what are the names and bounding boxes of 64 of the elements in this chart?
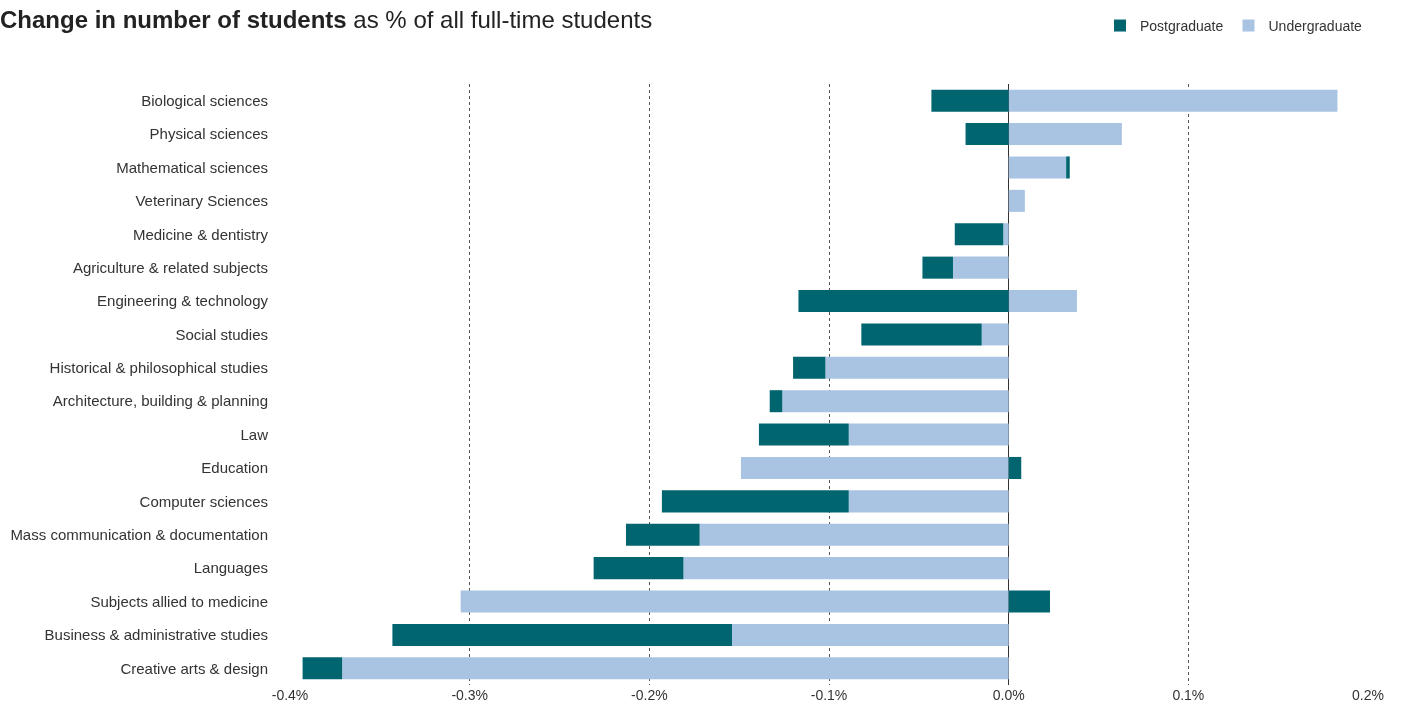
y-tick-label: Languages bbox=[193, 559, 268, 577]
x-tick-label: -0.4% bbox=[271, 687, 309, 703]
bar bbox=[1066, 156, 1070, 179]
bar bbox=[302, 657, 343, 680]
bar bbox=[825, 356, 1009, 379]
y-tick-label: Computer sciences bbox=[139, 492, 268, 510]
bar bbox=[1008, 590, 1050, 613]
bar bbox=[661, 490, 849, 513]
bar bbox=[965, 123, 1009, 146]
bar bbox=[1008, 456, 1022, 479]
x-tick-label: -0.2% bbox=[631, 687, 668, 703]
y-tick-label: Biological sciences bbox=[141, 91, 268, 109]
legend-label: Postgraduate bbox=[1140, 17, 1224, 34]
y-tick-label: Engineering & technology bbox=[97, 292, 269, 310]
bar bbox=[342, 657, 1009, 680]
bar bbox=[1008, 156, 1067, 179]
bar bbox=[699, 523, 1009, 546]
x-tick-label: -0.3% bbox=[451, 687, 488, 703]
x-tick-label: 0.0% bbox=[992, 687, 1025, 703]
bar bbox=[460, 590, 1009, 613]
bar bbox=[861, 323, 982, 346]
bar bbox=[981, 323, 1009, 346]
y-tick-label: Agriculture & related subjects bbox=[72, 258, 268, 276]
bar bbox=[769, 390, 783, 413]
bar bbox=[1003, 223, 1009, 246]
bar bbox=[731, 623, 1009, 646]
bar bbox=[1008, 123, 1122, 146]
y-tick-label: Subjects allied to medicine bbox=[90, 592, 268, 610]
bar bbox=[740, 456, 1009, 479]
y-tick-label: Veterinary Sciences bbox=[135, 192, 268, 210]
x-tick-label: -0.1% bbox=[810, 687, 848, 703]
bar bbox=[758, 423, 849, 446]
bar bbox=[922, 256, 953, 279]
bar bbox=[625, 523, 700, 546]
legend-label: Undergraduate bbox=[1268, 17, 1363, 34]
y-tick-label: Historical & philosophical studies bbox=[49, 359, 268, 377]
bar bbox=[392, 623, 732, 646]
bar bbox=[793, 356, 826, 379]
bar bbox=[683, 557, 1009, 580]
bar bbox=[848, 490, 1009, 513]
bar bbox=[593, 557, 684, 580]
bar bbox=[954, 223, 1004, 246]
y-tick-label: Mass communication & documentation bbox=[10, 526, 268, 543]
bar bbox=[798, 290, 1009, 313]
bar bbox=[1008, 89, 1338, 112]
bar bbox=[1008, 290, 1077, 313]
chart-subtitle: as % of all full-time students bbox=[353, 5, 653, 33]
bar bbox=[952, 256, 1009, 279]
y-tick-label: Law bbox=[240, 425, 269, 443]
y-tick-label: Education bbox=[201, 459, 268, 477]
chart-title: Change in number of students bbox=[0, 5, 347, 33]
x-tick-label: 0.2% bbox=[1352, 687, 1384, 703]
bar bbox=[848, 423, 1009, 446]
y-tick-label: Architecture, building & planning bbox=[52, 392, 268, 410]
x-tick-label: 0.1% bbox=[1172, 687, 1205, 703]
y-tick-label: Physical sciences bbox=[149, 125, 268, 143]
y-tick-label: Mathematical sciences bbox=[116, 158, 268, 176]
bar bbox=[782, 390, 1009, 413]
y-tick-label: Business & administrative studies bbox=[44, 626, 268, 644]
y-tick-label: Creative arts & design bbox=[120, 659, 268, 677]
y-tick-label: Medicine & dentistry bbox=[132, 225, 269, 243]
bar bbox=[931, 89, 1009, 112]
y-tick-label: Social studies bbox=[175, 325, 268, 343]
bar bbox=[1008, 189, 1025, 212]
